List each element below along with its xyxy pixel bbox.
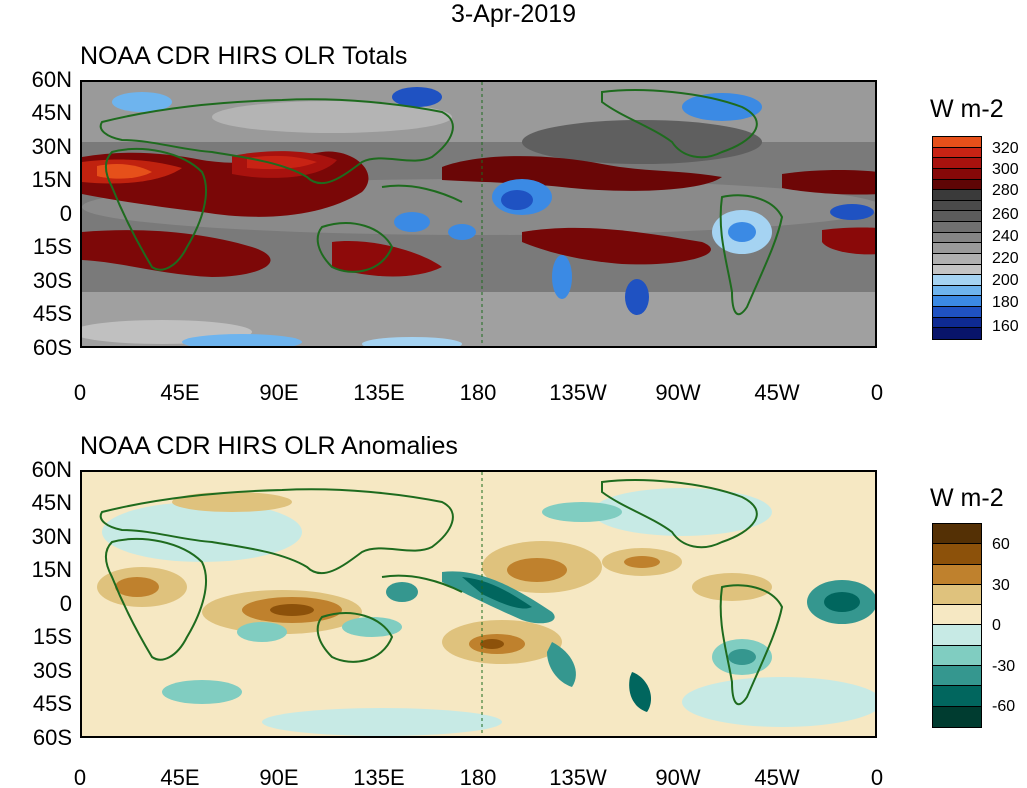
lat-tick-label: 0 bbox=[59, 201, 72, 226]
colorbar-swatch bbox=[933, 211, 981, 222]
lon-tick-label: 0 bbox=[870, 380, 884, 405]
totals-colorbar-label: 300 bbox=[992, 161, 1019, 178]
colorbar-swatch bbox=[933, 168, 981, 180]
colorbar-swatch bbox=[933, 544, 981, 565]
anomalies-panel-title: NOAA CDR HIRS OLR Anomalies bbox=[80, 432, 458, 460]
colorbar-swatch bbox=[933, 179, 981, 191]
lat-tick-label: 60S bbox=[32, 335, 72, 360]
colorbar-swatch bbox=[933, 275, 981, 286]
lat-tick-label: 15N bbox=[31, 167, 72, 192]
lon-tick-label: 45W bbox=[754, 380, 800, 405]
colorbar-swatch bbox=[933, 625, 981, 646]
anomalies-colorbar-label: -60 bbox=[992, 698, 1016, 715]
lat-tick-label: 0 bbox=[59, 591, 72, 616]
colorbar-swatch bbox=[933, 200, 981, 212]
lat-tick-label: 45N bbox=[31, 100, 72, 125]
lat-tick-label: 60N bbox=[31, 457, 72, 482]
totals-colorbar-label: 180 bbox=[992, 294, 1019, 311]
lon-tick-label: 45E bbox=[160, 380, 200, 405]
lon-tick-label: 90E bbox=[259, 380, 299, 405]
totals-colorbar-label: 240 bbox=[992, 228, 1019, 245]
lon-tick-label: 180 bbox=[459, 380, 497, 405]
colorbar-swatch bbox=[933, 307, 981, 318]
lat-tick-label: 30S bbox=[32, 268, 72, 293]
colorbar-swatch bbox=[933, 605, 981, 626]
totals-map bbox=[80, 80, 877, 348]
lon-tick-label: 90W bbox=[655, 380, 701, 405]
totals-colorbar-label: 200 bbox=[992, 272, 1019, 289]
lon-tick-label: 0 bbox=[73, 380, 87, 405]
colorbar-swatch bbox=[933, 190, 981, 201]
anomalies-colorbar bbox=[932, 523, 982, 728]
colorbar-swatch bbox=[933, 706, 981, 727]
totals-colorbar-label: 320 bbox=[992, 140, 1019, 157]
totals-colorbar-label: 220 bbox=[992, 250, 1019, 267]
anomalies-colorbar-label: -30 bbox=[992, 658, 1016, 675]
colorbar-swatch bbox=[933, 264, 981, 276]
totals-colorbar-label: 160 bbox=[992, 318, 1019, 335]
lon-tick-label: 0 bbox=[870, 765, 884, 788]
lat-tick-label: 15N bbox=[31, 557, 72, 582]
anomalies-map bbox=[80, 470, 877, 738]
lat-tick-label: 30N bbox=[31, 524, 72, 549]
lat-tick-label: 45N bbox=[31, 490, 72, 515]
anomalies-colorbar-label: 60 bbox=[992, 536, 1010, 553]
lat-tick-label: 60N bbox=[31, 67, 72, 92]
totals-colorbar bbox=[932, 136, 982, 340]
colorbar-swatch bbox=[933, 232, 981, 244]
anomalies-colorbar-label: 30 bbox=[992, 577, 1010, 594]
totals-panel-title: NOAA CDR HIRS OLR Totals bbox=[80, 42, 408, 70]
lon-tick-label: 135E bbox=[353, 380, 405, 405]
totals-colorbar-label: 280 bbox=[992, 182, 1019, 199]
colorbar-swatch bbox=[933, 222, 981, 233]
lon-tick-label: 135W bbox=[549, 765, 607, 788]
lon-tick-label: 0 bbox=[73, 765, 87, 788]
lat-tick-label: 15S bbox=[32, 624, 72, 649]
lon-tick-label: 45E bbox=[160, 765, 200, 788]
colorbar-swatch bbox=[933, 524, 981, 545]
lon-tick-label: 90E bbox=[259, 765, 299, 788]
lat-tick-label: 30S bbox=[32, 658, 72, 683]
colorbar-swatch bbox=[933, 584, 981, 606]
lat-tick-label: 30N bbox=[31, 134, 72, 159]
colorbar-swatch bbox=[933, 317, 981, 329]
colorbar-swatch bbox=[933, 253, 981, 265]
colorbar-swatch bbox=[933, 328, 981, 339]
colorbar-swatch bbox=[933, 147, 981, 159]
anomalies-colorbar-label: 0 bbox=[992, 617, 1001, 634]
colorbar-swatch bbox=[933, 564, 981, 585]
lon-tick-label: 45W bbox=[754, 765, 800, 788]
lat-tick-label: 45S bbox=[32, 301, 72, 326]
colorbar-swatch bbox=[933, 158, 981, 169]
anomalies-units-label: W m-2 bbox=[930, 484, 1004, 512]
colorbar-swatch bbox=[933, 243, 981, 254]
totals-units-label: W m-2 bbox=[930, 95, 1004, 123]
lat-tick-label: 15S bbox=[32, 234, 72, 259]
colorbar-swatch bbox=[933, 296, 981, 307]
lat-tick-label: 60S bbox=[32, 725, 72, 750]
colorbar-swatch bbox=[933, 645, 981, 667]
lon-tick-label: 180 bbox=[459, 765, 497, 788]
lon-tick-label: 135E bbox=[353, 765, 405, 788]
lat-tick-label: 45S bbox=[32, 691, 72, 716]
colorbar-swatch bbox=[933, 666, 981, 687]
date-title: 3-Apr-2019 bbox=[450, 0, 577, 28]
colorbar-swatch bbox=[933, 137, 981, 148]
totals-colorbar-label: 260 bbox=[992, 206, 1019, 223]
lon-tick-label: 90W bbox=[655, 765, 701, 788]
colorbar-swatch bbox=[933, 686, 981, 707]
lon-tick-label: 135W bbox=[549, 380, 607, 405]
colorbar-swatch bbox=[933, 285, 981, 297]
